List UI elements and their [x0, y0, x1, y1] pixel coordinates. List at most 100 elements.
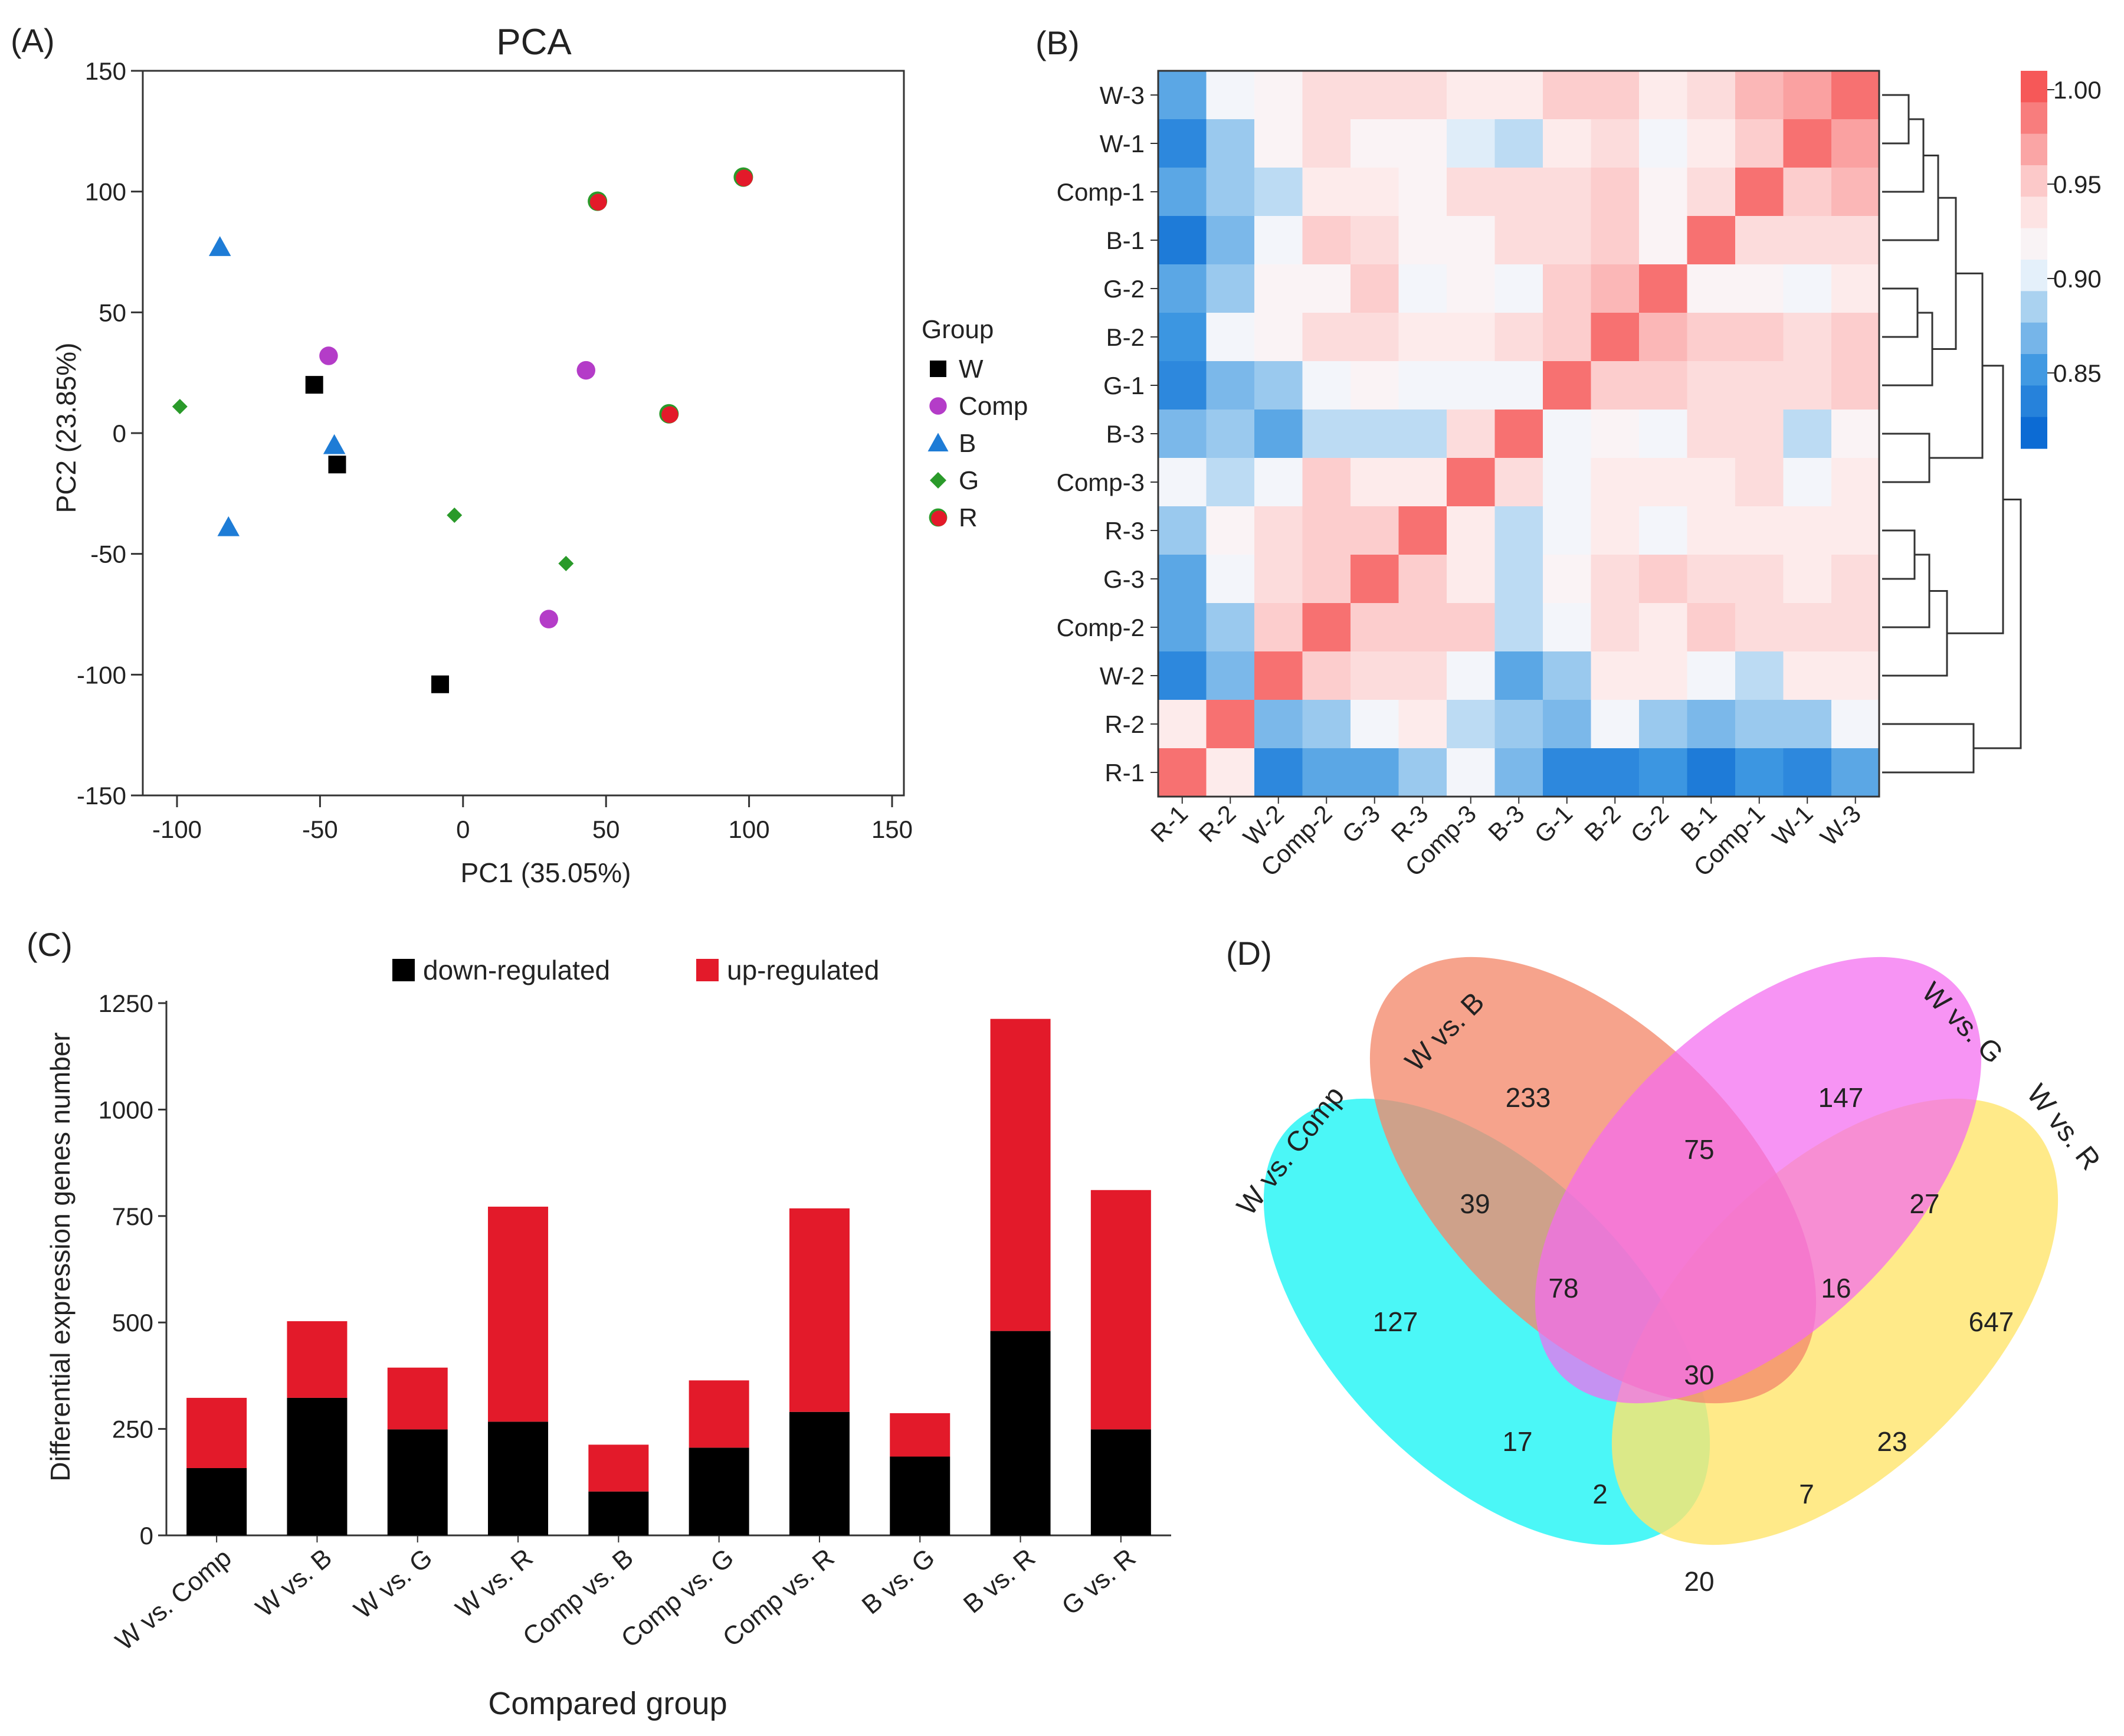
heatmap-cell — [1543, 506, 1592, 555]
panel-label-b: (B) — [1035, 24, 1080, 61]
pca-x-label: PC1 (35.05%) — [461, 857, 631, 888]
heatmap-cell — [1494, 555, 1543, 604]
heatmap-cell — [1398, 651, 1447, 700]
heatmap-col-label: W-3 — [1815, 800, 1866, 851]
colorbar-segment — [2021, 102, 2047, 135]
heatmap-cell — [1254, 313, 1303, 362]
deg-x-tick-label: Comp vs. G — [616, 1543, 739, 1653]
pca-y-tick-label: 50 — [99, 299, 126, 326]
heatmap-cell — [1783, 71, 1832, 120]
heatmap-cell — [1398, 264, 1447, 313]
heatmap-cell — [1639, 410, 1688, 458]
heatmap-cell — [1687, 410, 1736, 458]
heatmap-cell — [1783, 748, 1832, 797]
deg-y-tick-label: 500 — [112, 1309, 153, 1337]
heatmap-cell — [1254, 651, 1303, 700]
heatmap-cell — [1831, 506, 1880, 555]
heatmap-cell — [1831, 651, 1880, 700]
heatmap-cell — [1639, 700, 1688, 749]
heatmap-cell — [1639, 361, 1688, 410]
heatmap-cell — [1447, 216, 1496, 265]
heatmap-cell — [1254, 361, 1303, 410]
heatmap-cell — [1543, 264, 1592, 313]
pca-title: PCA — [496, 22, 572, 63]
pca-point-w — [305, 376, 323, 394]
heatmap-cell — [1302, 410, 1351, 458]
heatmap-cell — [1735, 361, 1784, 410]
bar-down-regulated — [1090, 1429, 1151, 1535]
deg-bar-chart: Differential expression genes number Com… — [45, 955, 1171, 1721]
heatmap-cell — [1302, 603, 1351, 652]
heatmap-cell — [1206, 71, 1255, 120]
heatmap-cell — [1398, 168, 1447, 217]
heatmap-cell — [1206, 216, 1255, 265]
colorbar-segment — [2021, 133, 2047, 166]
heatmap-row-label: W-1 — [1100, 130, 1145, 158]
heatmap-cell — [1494, 168, 1543, 217]
pca-y-label: PC2 (23.85%) — [51, 343, 81, 513]
heatmap-cell — [1447, 748, 1496, 797]
bar-up-regulated — [990, 1018, 1051, 1331]
venn-count: 127 — [1373, 1306, 1418, 1337]
heatmap-cell — [1398, 216, 1447, 265]
heatmap-row-label: B-3 — [1106, 420, 1145, 448]
pca-point-g — [447, 507, 463, 523]
pca-x-tick-label: 100 — [729, 815, 770, 843]
heatmap-cell — [1398, 748, 1447, 797]
heatmap-cell — [1543, 410, 1592, 458]
heatmap-cell — [1254, 748, 1303, 797]
heatmap-cell — [1158, 555, 1207, 604]
venn-count: 39 — [1460, 1188, 1490, 1219]
venn-count: 7 — [1799, 1479, 1814, 1509]
colorbar-segment — [2021, 385, 2047, 418]
heatmap-row-label: R-1 — [1104, 759, 1145, 787]
colorbar-tick-label: 0.90 — [2053, 265, 2102, 293]
colorbar-segment — [2021, 291, 2047, 323]
heatmap-cell — [1206, 651, 1255, 700]
heatmap-cell — [1591, 216, 1640, 265]
heatmap-dendrogram — [1882, 94, 2022, 774]
heatmap-cell — [1831, 603, 1880, 652]
heatmap-cell — [1351, 458, 1399, 507]
pca-legend-marker-r — [929, 508, 948, 527]
bar-up-regulated — [287, 1321, 348, 1398]
heatmap-cell — [1302, 458, 1351, 507]
heatmap-cell — [1831, 71, 1880, 120]
heatmap-cell — [1735, 555, 1784, 604]
pca-x-tick-label: -50 — [302, 815, 338, 843]
heatmap-cell — [1494, 506, 1543, 555]
heatmap-cell — [1687, 506, 1736, 555]
heatmap-cell — [1447, 119, 1496, 168]
venn-count: 17 — [1502, 1426, 1532, 1457]
bar-down-regulated — [287, 1397, 348, 1535]
deg-x-tick-label: W vs. B — [250, 1543, 337, 1623]
heatmap-cell — [1591, 71, 1640, 120]
bar-up-regulated — [1090, 1190, 1151, 1430]
heatmap-cell — [1254, 555, 1303, 604]
heatmap-cell — [1302, 71, 1351, 120]
pca-point-w — [328, 456, 346, 474]
heatmap-cell — [1302, 313, 1351, 362]
heatmap-cell — [1302, 361, 1351, 410]
heatmap-cell — [1494, 410, 1543, 458]
heatmap-cell — [1735, 748, 1784, 797]
heatmap-cell — [1494, 748, 1543, 797]
heatmap-cell — [1351, 748, 1399, 797]
heatmap-cell — [1543, 168, 1592, 217]
heatmap-cell — [1831, 216, 1880, 265]
deg-legend-label: down-regulated — [423, 955, 610, 985]
heatmap-row-label: G-2 — [1103, 275, 1145, 303]
heatmap-cell — [1158, 361, 1207, 410]
pca-y-tick-label: -100 — [77, 661, 126, 689]
heatmap-cell — [1206, 603, 1255, 652]
heatmap-row-label: B-1 — [1106, 227, 1145, 254]
bar-up-regulated — [588, 1445, 649, 1492]
heatmap-cell — [1687, 748, 1736, 797]
pca-point-b — [208, 236, 231, 256]
heatmap-cell — [1687, 603, 1736, 652]
colorbar-segment — [2021, 354, 2047, 386]
venn-diagram: W vs. Comp W vs. B W vs. G W vs. R 12723… — [1231, 957, 2106, 1597]
heatmap-cell — [1398, 458, 1447, 507]
heatmap-cell — [1447, 458, 1496, 507]
heatmap-cell — [1206, 506, 1255, 555]
